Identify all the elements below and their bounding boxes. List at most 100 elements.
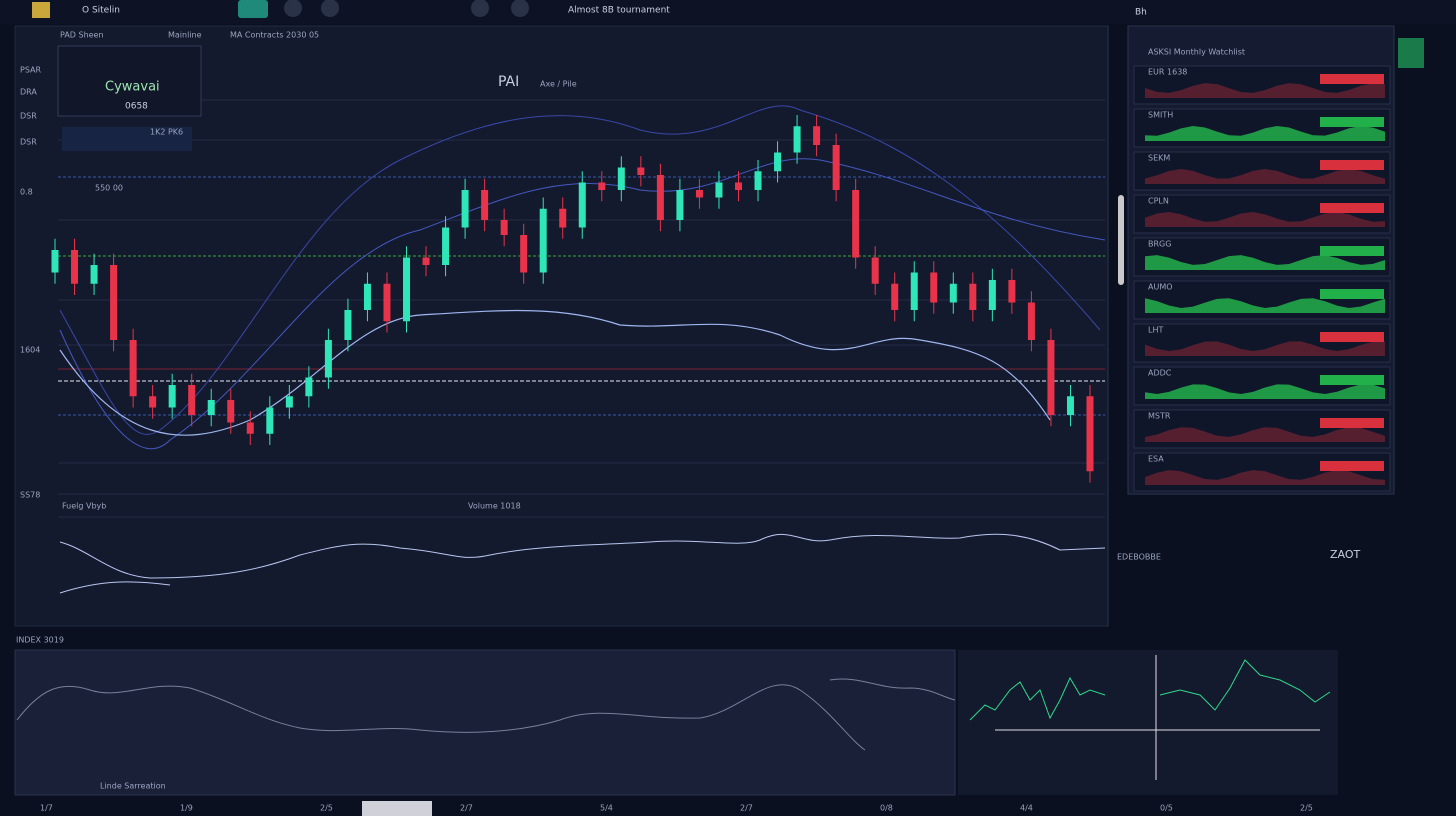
row-sparkline — [1145, 470, 1385, 485]
candle-body — [422, 257, 430, 265]
candle-body — [910, 272, 918, 310]
row-sparkline — [1145, 126, 1385, 141]
panel-title: ASKSI Monthly Watchlist — [1148, 48, 1245, 57]
candle-body — [1066, 396, 1074, 415]
row-badge — [1320, 160, 1384, 170]
toolbar-text: Almost 8B tournament — [568, 6, 670, 16]
candle-body — [403, 257, 411, 322]
tab[interactable]: Mainline — [168, 31, 202, 40]
time-label: 4/4 — [1020, 804, 1033, 813]
chart-subtitle: Axe / Pile — [540, 80, 577, 89]
watchlist-rows: EUR 1638 SMITH SEKM CPLN BRGG AUMO LHT ADDC MSTR… — [1133, 65, 1391, 492]
row-sparkline — [1145, 169, 1385, 184]
candle-body — [832, 145, 840, 190]
side-icon[interactable] — [1398, 38, 1424, 68]
candle-body — [598, 182, 606, 190]
time-label: 1/9 — [180, 804, 193, 813]
toolbar-button[interactable] — [471, 0, 489, 17]
candle-body — [285, 396, 293, 408]
row-label: ESA — [1148, 455, 1164, 464]
time-label: 0/5 — [1160, 804, 1173, 813]
candle-body — [520, 235, 528, 273]
tab[interactable]: PAD Sheen — [60, 31, 104, 40]
candle-body — [539, 208, 547, 273]
side-label: PSAR — [20, 66, 42, 75]
row-badge — [1320, 461, 1384, 471]
row-sparkline — [1145, 212, 1385, 227]
row-sparkline — [1145, 83, 1385, 98]
side-label: DSR — [20, 112, 37, 121]
badge: ZAOT — [1330, 548, 1361, 561]
candle-body — [324, 340, 332, 378]
candle-body — [676, 190, 684, 220]
candle-body — [442, 227, 450, 265]
watchlist-row — [1133, 65, 1391, 105]
candle-body — [481, 190, 489, 220]
scroll-handle[interactable] — [362, 801, 432, 816]
bottom-footer: Linde Sarreation — [100, 782, 166, 791]
row-sparkline — [1145, 341, 1385, 356]
candle-body — [617, 167, 625, 190]
sub-label: EDEBOBBE — [1117, 553, 1161, 562]
sub-label: Volume 1018 — [468, 502, 521, 511]
candle-body — [227, 400, 235, 423]
row-sparkline — [1145, 298, 1385, 313]
candle-body — [695, 190, 703, 198]
candle-body — [852, 190, 860, 258]
toolbar-button[interactable] — [238, 0, 268, 18]
candle-body — [871, 257, 879, 284]
mini-panel — [958, 650, 1338, 795]
candle-body — [793, 126, 801, 153]
indicator-line — [59, 309, 1051, 436]
row-label: ADDC — [1148, 369, 1172, 378]
legend-text: 550 00 — [95, 184, 123, 193]
bottom-title: INDEX 3019 — [16, 636, 64, 645]
candle-body — [168, 385, 176, 408]
sub-line — [59, 533, 1106, 579]
watchlist-row — [1133, 323, 1391, 363]
row-label: BRGG — [1148, 240, 1171, 249]
side-label: DRA — [20, 88, 37, 97]
toolbar-button[interactable] — [284, 0, 302, 17]
row-badge — [1320, 117, 1384, 127]
candle-body — [461, 190, 469, 228]
tab[interactable]: MA Contracts 2030 05 — [230, 31, 319, 40]
time-label: 1/7 — [40, 804, 53, 813]
mini-line — [1159, 659, 1331, 711]
candle-body — [949, 283, 957, 303]
legend-value: 0658 — [125, 102, 148, 112]
candle-body — [656, 175, 664, 220]
candle-body — [578, 182, 586, 228]
candle-body — [969, 283, 977, 310]
candle-body — [754, 171, 762, 190]
candle-body — [129, 340, 137, 397]
watchlist-row — [1133, 194, 1391, 234]
watchlist-row — [1133, 151, 1391, 191]
time-axis — [0, 800, 1456, 816]
candle-body — [51, 250, 59, 273]
watchlist-row — [1133, 409, 1391, 449]
legend-text: 1K2 PK6 — [150, 128, 183, 137]
legend-title: Cywavai — [105, 80, 160, 95]
candle-body — [1027, 302, 1035, 340]
candle-body — [110, 265, 118, 340]
side-label: 0.8 — [20, 188, 33, 197]
indicator-line — [59, 158, 1106, 450]
row-badge — [1320, 332, 1384, 342]
legend-row — [62, 127, 192, 151]
candle-body — [188, 385, 196, 415]
sub-label: Fuelg Vbyb — [62, 502, 106, 511]
candle-body — [363, 283, 371, 310]
toolbar-button[interactable] — [321, 0, 339, 17]
candle-body — [715, 182, 723, 198]
candle-body — [1086, 396, 1094, 472]
row-label: SEKM — [1148, 154, 1170, 163]
time-label: 2/5 — [320, 804, 333, 813]
time-label: 2/7 — [740, 804, 753, 813]
scrollbar[interactable] — [1118, 195, 1124, 285]
sub-line — [59, 581, 171, 594]
logo — [32, 2, 50, 18]
toolbar-button[interactable] — [511, 0, 529, 17]
